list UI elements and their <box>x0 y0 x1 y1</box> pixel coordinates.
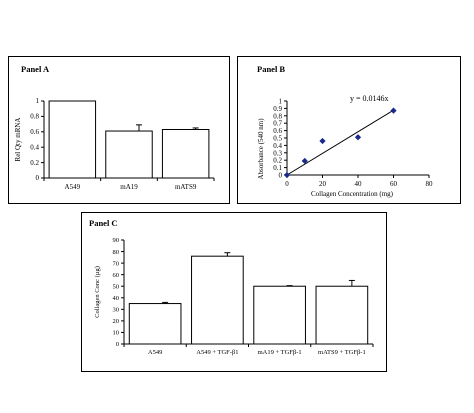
data-point <box>283 171 291 179</box>
x-tick-label: 40 <box>355 180 363 188</box>
x-tick-label: 80 <box>426 180 434 188</box>
bar <box>315 285 369 345</box>
y-tick-label: 0.4 <box>273 142 282 150</box>
y-tick-label: 0.4 <box>30 143 39 151</box>
x-tick-label: mATS9 <box>175 183 197 191</box>
trendline-equation: y = 0.0146x <box>350 94 389 103</box>
y-tick-label: 70 <box>113 260 120 267</box>
data-point <box>301 157 308 165</box>
panel-b-label: Panel B <box>257 64 286 74</box>
panel-a: Panel A 0 0.2 0.4 0.6 0.8 1 A549 mA19 mATS9 Rel Q… <box>8 56 230 204</box>
bar <box>105 130 153 179</box>
y-tick-label: 0.8 <box>30 113 39 121</box>
panel-a-label: Panel A <box>21 64 50 74</box>
panel-a-chart: 0 0.2 0.4 0.6 0.8 1 A549 mA19 mATS9 Rel Qty mRNA <box>14 97 215 191</box>
y-tick-label: 20 <box>113 318 120 325</box>
x-tick-label: mA19 + TGFβ-1 <box>258 349 302 356</box>
data-point <box>390 107 397 114</box>
x-tick-label: 20 <box>319 180 327 188</box>
y-axis-label: Collagen Conc (µg) <box>94 266 101 318</box>
y-tick-label: 0.5 <box>273 135 282 143</box>
data-point <box>319 137 326 145</box>
bar <box>253 285 306 345</box>
trendline <box>286 109 394 176</box>
y-tick-label: 0.8 <box>273 112 282 120</box>
bar <box>128 303 182 345</box>
x-tick-label: A549 + TGF-β1 <box>196 349 238 356</box>
y-tick-label: 40 <box>113 295 120 302</box>
panel-c: Panel C 0 10 20 30 40 50 60 70 80 90 A549 A549 + TG… <box>81 212 387 372</box>
panel-b-chart: 00.10.20.30.40.50.60.70.80.91 0 20 40 60 80 y … <box>257 94 434 198</box>
x-tick-label: A549 <box>65 183 81 191</box>
x-tick-label: 0 <box>285 180 289 188</box>
y-axis-label: Rel Qty mRNA <box>14 118 22 162</box>
panel-b: Panel B 0 0.1 0.2 0.3 0.4 0.5 0.6 0.7 0.8 0.9 1 0 20… <box>237 56 461 204</box>
x-axis-label: Collagen Concentration (mg) <box>311 190 394 198</box>
y-tick-label: 30 <box>113 307 120 314</box>
y-tick-label: 0.7 <box>273 120 282 128</box>
y-tick-label: 0.9 <box>273 105 282 113</box>
y-tick-label: 0 <box>116 341 119 348</box>
y-tick-label: 0.6 <box>30 128 39 136</box>
y-tick-label: 1 <box>36 97 40 105</box>
bar <box>191 255 244 345</box>
x-tick-label: mATS9 + TGFβ-1 <box>318 349 366 356</box>
x-tick-label: A549 <box>148 349 162 356</box>
y-axis-label: Absorbance (540 nm) <box>257 118 265 180</box>
y-tick-label: 0.1 <box>273 164 282 172</box>
y-tick-label: 10 <box>113 330 120 337</box>
bar <box>48 100 97 179</box>
x-tick-label: 60 <box>390 180 398 188</box>
y-tick-label: 0.6 <box>273 127 282 135</box>
y-tick-label: 60 <box>113 272 120 279</box>
x-tick-label: mA19 <box>120 183 138 191</box>
y-tick-label: 0 <box>279 172 283 180</box>
data-point <box>354 134 362 141</box>
y-tick-label: 80 <box>113 249 120 256</box>
panel-c-label: Panel C <box>89 218 118 228</box>
y-tick-label: 50 <box>113 283 120 290</box>
bar <box>161 128 210 179</box>
y-tick-label: 0.2 <box>273 157 282 165</box>
y-tick-label: 0.2 <box>30 159 39 167</box>
y-tick-label: 90 <box>113 237 120 244</box>
y-tick-label: 0.3 <box>273 149 282 157</box>
panel-c-chart: 0 10 20 30 40 50 60 70 80 90 A549 A549 + TGF-β1 mA19… <box>94 237 374 356</box>
y-tick-label: 0 <box>36 174 40 182</box>
y-tick-label: 1 <box>279 98 283 106</box>
